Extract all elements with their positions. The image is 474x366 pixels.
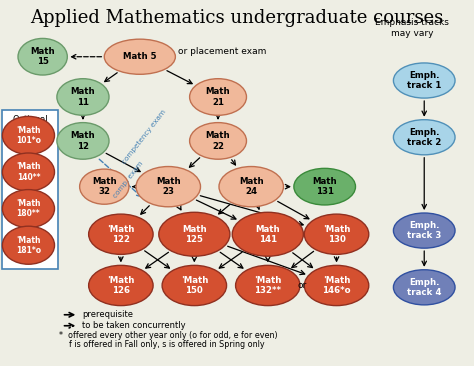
Ellipse shape	[393, 213, 455, 248]
Ellipse shape	[89, 214, 153, 254]
Text: Applied Mathematics undergraduate courses: Applied Mathematics undergraduate course…	[30, 9, 444, 27]
Text: 'Math
126: 'Math 126	[107, 276, 135, 295]
Text: Math
131: Math 131	[312, 177, 337, 197]
Text: 'Math
146*o: 'Math 146*o	[322, 276, 351, 295]
Text: to be taken concurrently: to be taken concurrently	[82, 321, 186, 330]
Ellipse shape	[393, 63, 455, 98]
Text: 'Math
101*o: 'Math 101*o	[16, 126, 41, 145]
Ellipse shape	[57, 79, 109, 115]
Ellipse shape	[190, 123, 246, 159]
FancyBboxPatch shape	[2, 110, 58, 269]
Ellipse shape	[57, 123, 109, 159]
Text: Math
15: Math 15	[30, 47, 55, 67]
Text: comp. exam: comp. exam	[112, 160, 144, 199]
Text: 'Math
122: 'Math 122	[107, 224, 135, 244]
Text: Emph.
track 1: Emph. track 1	[407, 71, 441, 90]
Ellipse shape	[236, 265, 300, 306]
Text: Math
24: Math 24	[239, 177, 264, 197]
Ellipse shape	[136, 167, 201, 207]
Ellipse shape	[89, 265, 153, 306]
Text: Math
12: Math 12	[71, 131, 95, 151]
Text: 'Math
140**: 'Math 140**	[16, 162, 41, 182]
Ellipse shape	[219, 167, 283, 207]
Text: Math
141: Math 141	[255, 224, 280, 244]
Ellipse shape	[393, 270, 455, 305]
Text: *  offered every other year only (o for odd, e for even): * offered every other year only (o for o…	[59, 332, 278, 340]
Ellipse shape	[2, 226, 55, 264]
Text: 'Math
150: 'Math 150	[181, 276, 208, 295]
Text: Emph.
track 2: Emph. track 2	[407, 127, 441, 147]
Text: prerequisite: prerequisite	[82, 310, 133, 319]
Text: 'Math
180**: 'Math 180**	[16, 199, 41, 219]
Text: Math
21: Math 21	[206, 87, 230, 107]
Ellipse shape	[304, 214, 369, 254]
Ellipse shape	[393, 120, 455, 155]
Ellipse shape	[80, 169, 129, 204]
Text: Math
125: Math 125	[182, 224, 207, 244]
Ellipse shape	[104, 39, 175, 74]
Ellipse shape	[2, 190, 55, 228]
Ellipse shape	[162, 265, 227, 306]
Text: competency exam: competency exam	[122, 109, 167, 165]
Text: Emph.
track 4: Emph. track 4	[407, 277, 441, 297]
Text: Math
23: Math 23	[156, 177, 181, 197]
Ellipse shape	[190, 79, 246, 115]
Text: Math
11: Math 11	[71, 87, 95, 107]
Ellipse shape	[159, 212, 230, 256]
Ellipse shape	[2, 116, 55, 154]
Ellipse shape	[232, 212, 303, 256]
Text: Math 5: Math 5	[123, 52, 156, 61]
Text: Emph.
track 3: Emph. track 3	[407, 221, 441, 240]
Text: or: or	[297, 281, 307, 290]
Text: 'Math
130: 'Math 130	[323, 224, 350, 244]
Text: Math
22: Math 22	[206, 131, 230, 151]
Text: Emphasis tracks
may vary: Emphasis tracks may vary	[375, 18, 449, 38]
Ellipse shape	[18, 38, 67, 75]
Text: Math
32: Math 32	[92, 177, 117, 197]
Text: 'Math
132**: 'Math 132**	[254, 276, 282, 295]
Ellipse shape	[304, 265, 369, 306]
Text: f is offered in Fall only, s is offered in Spring only: f is offered in Fall only, s is offered …	[69, 340, 264, 349]
Ellipse shape	[2, 153, 55, 191]
Text: Optional
courses: Optional courses	[12, 115, 48, 135]
Ellipse shape	[294, 168, 356, 205]
Text: 'Math
181*o: 'Math 181*o	[16, 235, 41, 255]
Text: or placement exam: or placement exam	[178, 48, 266, 56]
